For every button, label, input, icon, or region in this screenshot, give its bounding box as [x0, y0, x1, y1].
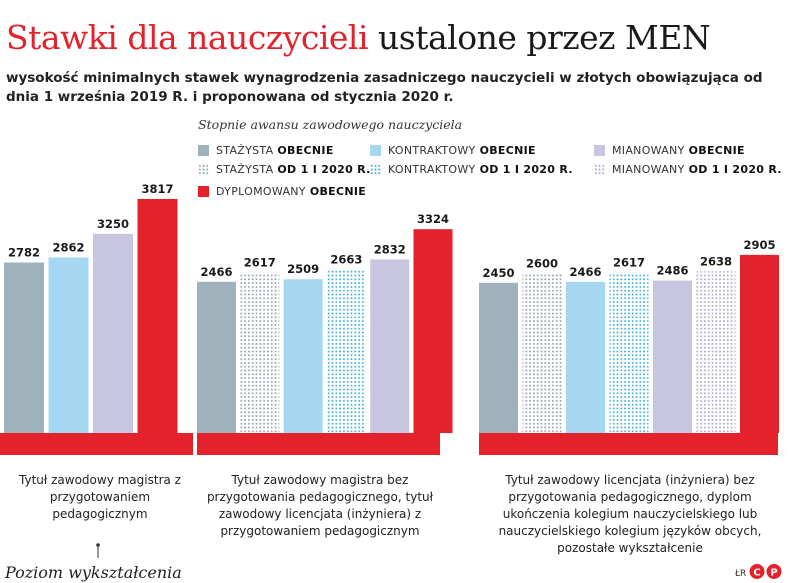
bar: [653, 280, 692, 433]
svg-text:C: C: [753, 568, 760, 579]
title-part-1: Stawki dla nauczycieli: [6, 18, 369, 57]
bar-value-label: 2663: [330, 253, 362, 267]
bar-value-label: 2862: [52, 241, 84, 255]
author-credit: ŁR: [735, 569, 747, 579]
legend-label-bold: OBECNIE: [479, 144, 536, 157]
legend-swatch: [594, 164, 605, 175]
bar-value-label: 3817: [141, 182, 173, 196]
bar-value-label: 3250: [97, 217, 129, 231]
bar-value-label: 2509: [287, 262, 319, 276]
group-caption-2: Tytuł zawodowy magistra bez przygotowani…: [206, 473, 434, 538]
legend-label-bold: OD 1 I 2020 R.: [688, 163, 782, 176]
legend-label: KONTRAKTOWY: [388, 144, 476, 157]
chart-title: Stawki dla nauczycieli ustalone przez ME…: [6, 18, 711, 57]
bar-value-label: 2466: [569, 265, 601, 279]
bar: [93, 233, 133, 433]
legend-item: KONTRAKTOWY OBECNIE: [370, 144, 536, 157]
bar: [283, 279, 323, 433]
legend-label-bold: OBECNIE: [277, 144, 334, 157]
legend-label: DYPLOMOWANY: [216, 185, 306, 198]
axis-title: Poziom wykształcenia: [5, 563, 182, 582]
bar-value-label: 2466: [200, 265, 232, 279]
legend-label: MIANOWANY: [612, 144, 685, 157]
bar-value-label: 2782: [8, 246, 40, 260]
legend-swatch: [370, 145, 381, 156]
legend-label-bold: OD 1 I 2020 R.: [277, 163, 371, 176]
bar: [240, 272, 280, 433]
legend-title: Stopnie awansu zawodowego nauczyciela: [198, 117, 463, 132]
legend-swatch: [198, 145, 209, 156]
legend-swatch: [198, 164, 209, 175]
bar: [522, 273, 562, 433]
legend-label: MIANOWANY: [612, 163, 685, 176]
bar: [696, 271, 736, 433]
svg-text:P: P: [770, 568, 777, 579]
bar-value-label: 2600: [526, 257, 558, 271]
title-part-2: ustalone przez MEN: [378, 18, 711, 57]
bar: [137, 199, 178, 433]
group-baseline: [0, 433, 193, 455]
legend-swatch: [370, 164, 381, 175]
group-baseline: [197, 433, 440, 455]
group-caption-1: Tytuł zawodowy magistra z przygotowaniem…: [19, 473, 181, 521]
bar-value-label: 2638: [700, 254, 732, 268]
legend-label-bold: OD 1 I 2020 R.: [479, 163, 573, 176]
legend-item: STAŻYSTA OBECNIE: [198, 144, 334, 157]
bar: [740, 254, 779, 433]
axis-title-marker-dot: [96, 543, 100, 547]
bar-value-label: 2832: [374, 242, 406, 256]
legend-item: KONTRAKTOWY OD 1 I 2020 R.: [370, 163, 573, 176]
legend-label: STAŻYSTA: [216, 144, 274, 157]
legend-label-bold: OBECNIE: [688, 144, 745, 157]
bar: [4, 262, 44, 433]
bar: [48, 257, 89, 433]
legend-item: DYPLOMOWANY OBECNIE: [198, 185, 366, 198]
bar: [326, 269, 366, 433]
legend-item: STAŻYSTA OD 1 I 2020 R.: [198, 163, 371, 176]
group-caption-3: Tytuł zawodowy licencjata (inżyniera) be…: [498, 473, 762, 555]
bar: [370, 259, 410, 433]
legend-label-bold: OBECNIE: [309, 185, 367, 198]
bar-value-label: 2486: [656, 264, 688, 278]
legend-swatch: [198, 186, 209, 197]
legend-label: STAŻYSTA: [216, 163, 274, 176]
legend-item: MIANOWANY OD 1 I 2020 R.: [594, 163, 782, 176]
bar-value-label: 2450: [482, 266, 514, 280]
legend-label: KONTRAKTOWY: [388, 163, 476, 176]
publisher-logo: C P: [749, 564, 782, 579]
bar: [413, 229, 453, 433]
legend-swatch: [594, 145, 605, 156]
bar: [197, 281, 236, 433]
bar: [479, 282, 518, 433]
group-baseline: [479, 433, 778, 455]
chart-subtitle: wysokość minimalnych stawek wynagrodzeni…: [6, 70, 763, 105]
bar-value-label: 3324: [417, 212, 449, 226]
bar: [609, 272, 649, 433]
bar: [566, 281, 605, 433]
bar-value-label: 2617: [244, 256, 276, 270]
legend-item: MIANOWANY OBECNIE: [594, 144, 745, 157]
bar-value-label: 2905: [743, 238, 775, 252]
bar-value-label: 2617: [613, 256, 645, 270]
